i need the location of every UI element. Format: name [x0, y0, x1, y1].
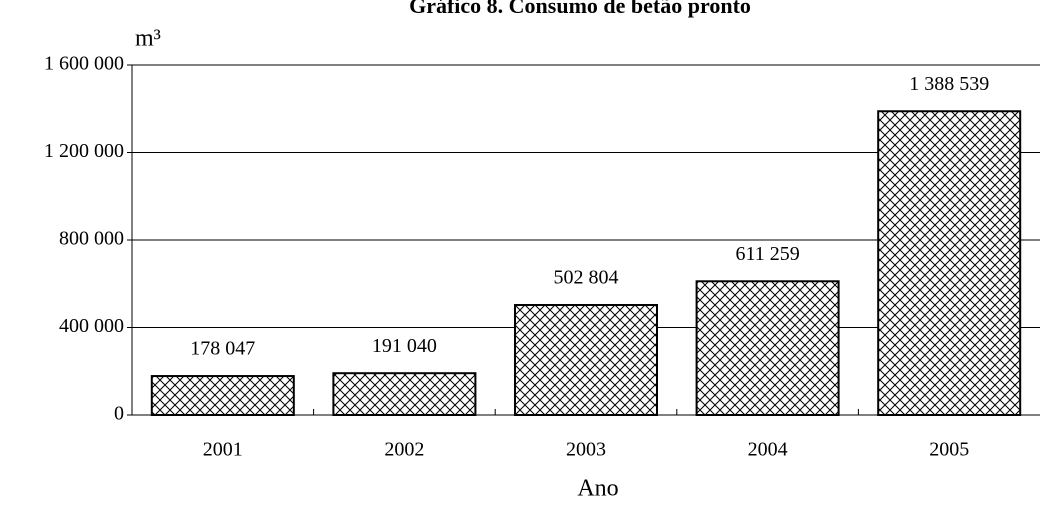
y-unit: m³: [135, 26, 161, 52]
y-tick-label: 800 000: [59, 228, 124, 250]
bar: [332, 372, 477, 416]
value-label: 502 804: [554, 267, 619, 289]
value-label: 1 388 539: [909, 73, 989, 95]
value-label: 611 259: [735, 243, 799, 265]
x-tick-label: 2001: [203, 439, 243, 461]
x-tick-label: 2002: [384, 439, 424, 461]
value-label: 191 040: [372, 335, 437, 357]
bar: [150, 375, 295, 416]
bar: [877, 110, 1022, 417]
x-tick-label: 2003: [566, 439, 606, 461]
x-tick-label: 2004: [748, 439, 788, 461]
chart-title: Gráfico 8. Consumo de betão pronto: [409, 0, 751, 18]
x-axis-label: Ano: [577, 476, 618, 502]
y-tick-label: 1 600 000: [44, 53, 124, 75]
y-tick-label: 0: [114, 403, 124, 425]
y-tick-label: 400 000: [59, 315, 124, 337]
value-label: 178 047: [190, 338, 255, 360]
x-tick-label: 2005: [929, 439, 969, 461]
bar: [514, 304, 658, 416]
y-tick-label: 1 200 000: [44, 140, 124, 162]
bar: [695, 280, 840, 416]
